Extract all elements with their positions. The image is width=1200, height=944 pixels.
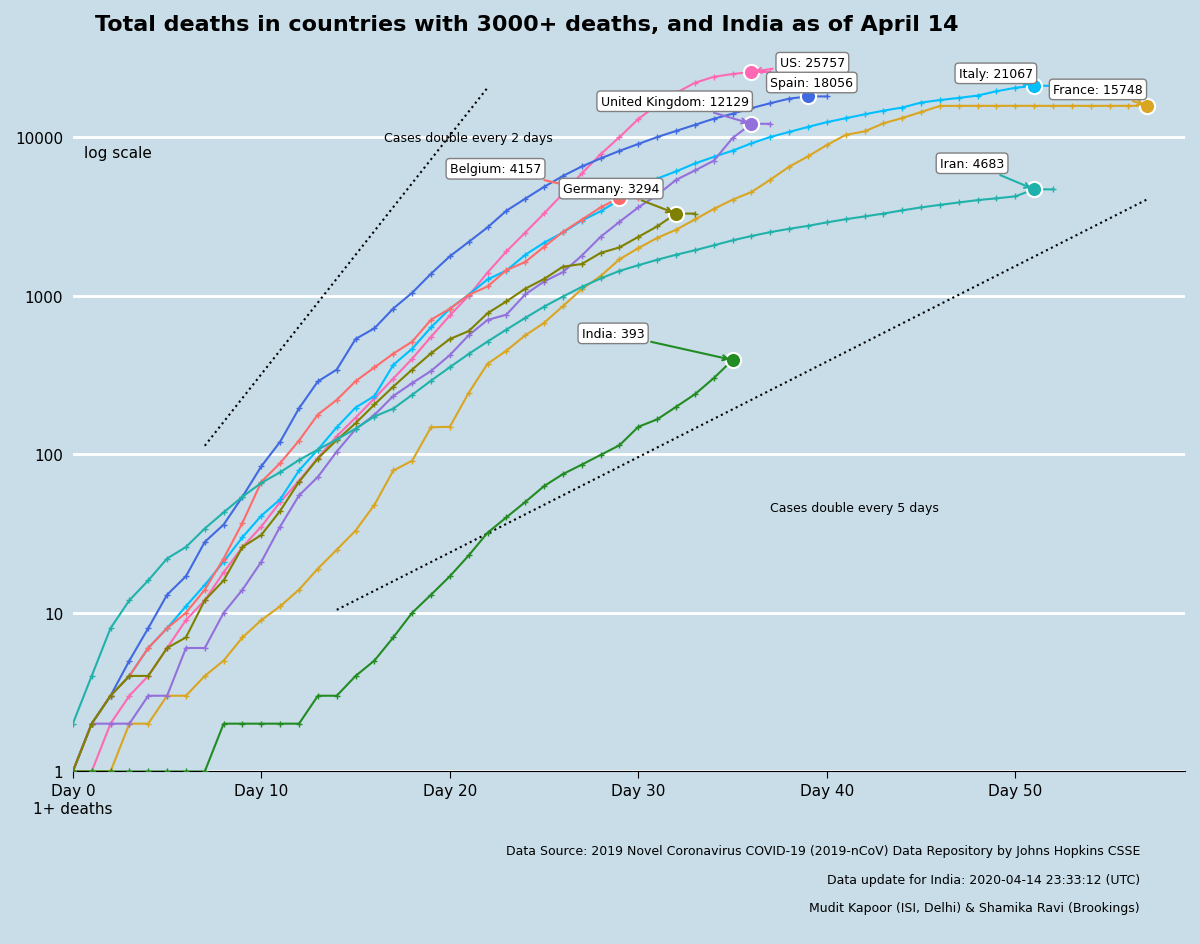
Text: log scale: log scale [84,145,152,160]
Point [666,207,685,222]
Point [610,191,629,206]
Point [742,65,761,80]
Text: Mudit Kapoor (ISI, Delhi) & Shamika Ravi (Brookings): Mudit Kapoor (ISI, Delhi) & Shamika Ravi… [809,901,1140,914]
Text: France: 15748: France: 15748 [1054,84,1142,106]
Text: Belgium: 4157: Belgium: 4157 [450,163,614,198]
Point [1025,79,1044,94]
Text: Total deaths in countries with 3000+ deaths, and India as of April 14: Total deaths in countries with 3000+ dea… [95,15,959,35]
Text: US: 25757: US: 25757 [756,58,845,74]
Point [722,353,742,368]
Point [798,90,817,105]
Text: India: 393: India: 393 [582,328,727,361]
Point [742,117,761,132]
Text: Data update for India: 2020-04-14 23:33:12 (UTC): Data update for India: 2020-04-14 23:33:… [827,872,1140,885]
Point [1138,99,1157,114]
Text: Data Source: 2019 Novel Coronavirus COVID-19 (2019-nCoV) Data Repository by John: Data Source: 2019 Novel Coronavirus COVI… [505,844,1140,857]
Text: United Kingdom: 12129: United Kingdom: 12129 [601,95,749,125]
Text: Italy: 21067: Italy: 21067 [959,68,1033,86]
Text: Cases double every 5 days: Cases double every 5 days [770,501,940,514]
Text: Spain: 18056: Spain: 18056 [770,76,853,97]
Text: Germany: 3294: Germany: 3294 [563,183,671,213]
Point [1025,182,1044,197]
Text: Iran: 4683: Iran: 4683 [940,158,1030,189]
Text: Cases double every 2 days: Cases double every 2 days [384,132,553,145]
